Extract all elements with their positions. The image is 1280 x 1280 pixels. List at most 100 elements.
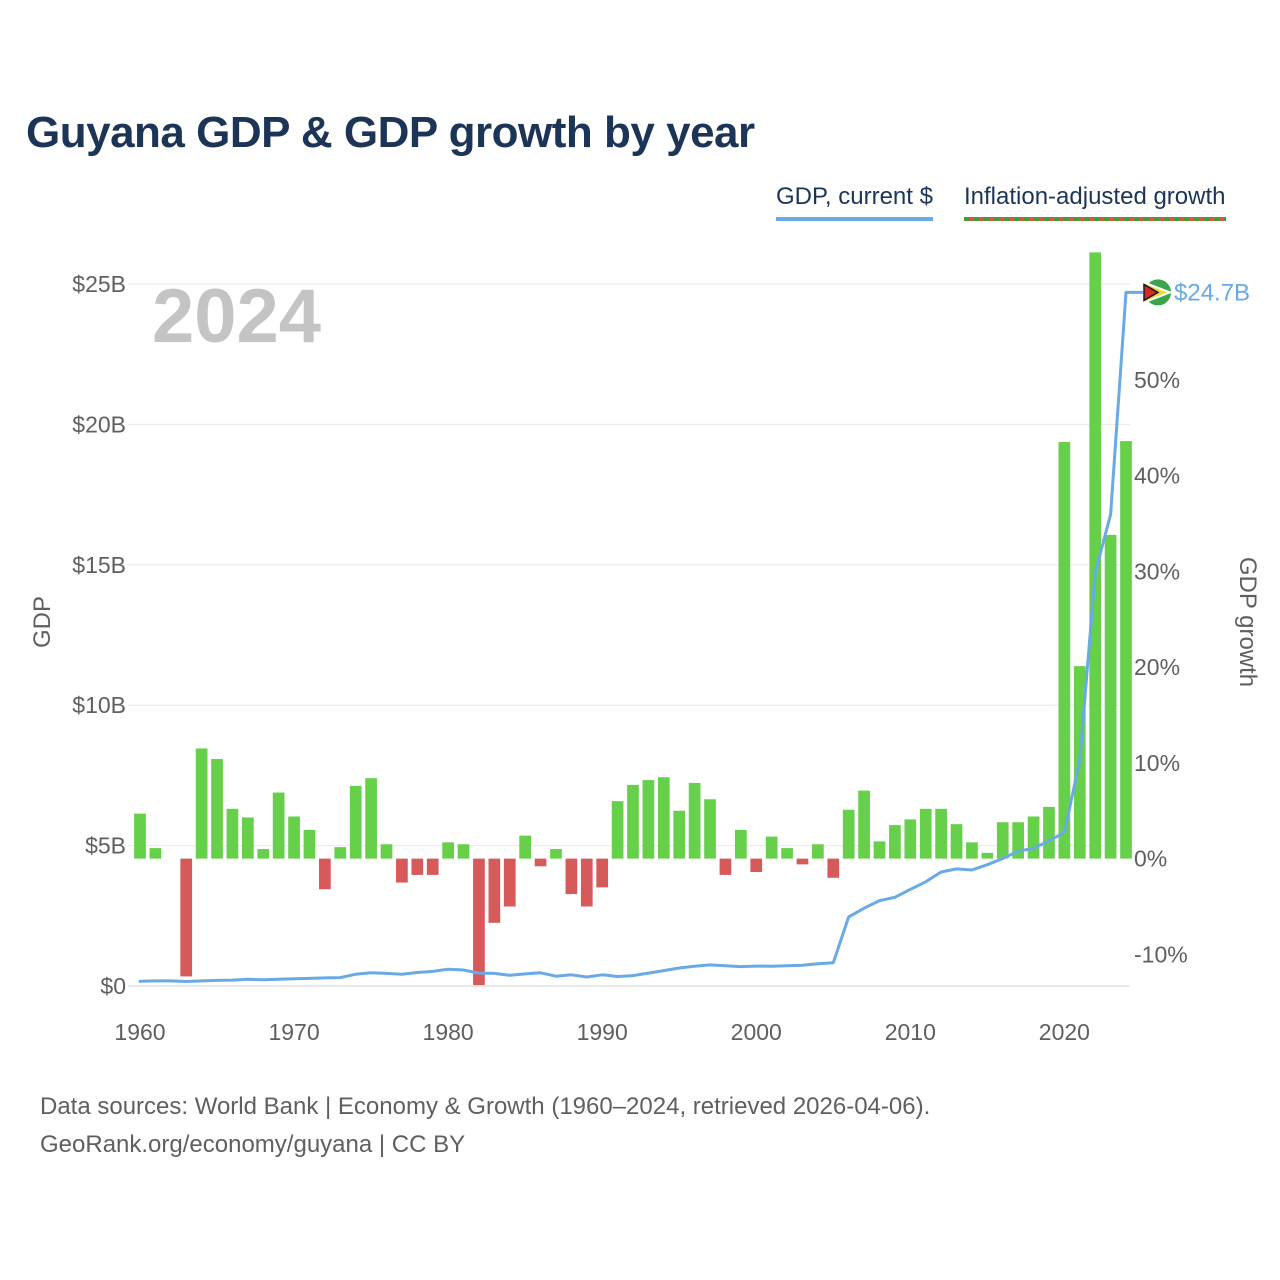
y-right-tick-label: 10% <box>1134 750 1180 776</box>
growth-bar <box>996 822 1009 859</box>
growth-bar <box>889 825 901 859</box>
flag-red-triangle <box>1143 283 1160 302</box>
growth-bar <box>211 759 223 859</box>
y-right-tick-label: 30% <box>1134 558 1180 584</box>
footer: Data sources: World Bank | Economy & Gro… <box>40 1088 930 1164</box>
legend-growth-label: Inflation-adjusted growth <box>964 183 1226 210</box>
growth-bar <box>981 852 994 859</box>
growth-bar <box>704 799 716 859</box>
growth-bar <box>642 780 655 859</box>
y-left-tick-label: $5B <box>85 833 126 859</box>
current-year-watermark: 2024 <box>152 274 321 359</box>
growth-bars <box>134 252 1132 986</box>
growth-bar <box>1120 441 1132 859</box>
growth-bar <box>334 847 347 859</box>
x-tick-label: 1990 <box>577 1019 628 1045</box>
growth-bar <box>765 836 778 859</box>
guyana-flag-marker <box>1143 277 1173 308</box>
y-left-tick-label: $10B <box>72 692 126 718</box>
growth-bar <box>226 808 239 859</box>
source-credit: GeoRank.org/economy/guyana | CC BY <box>40 1131 466 1158</box>
gdp-line <box>138 290 1128 983</box>
growth-bar <box>1043 806 1055 859</box>
growth-bar <box>827 858 840 878</box>
growth-bar <box>935 808 947 859</box>
growth-bar <box>1058 442 1071 859</box>
legend-growth-bars[interactable]: Inflation-adjusted growth <box>964 183 1226 221</box>
x-tick-label: 2020 <box>1039 1019 1090 1045</box>
growth-bar <box>966 842 978 859</box>
gdp-line-group <box>138 290 1128 983</box>
growth-bar <box>365 778 377 859</box>
x-tick-label: 1980 <box>423 1019 474 1045</box>
growth-bar <box>380 844 393 859</box>
y-right-tick-label: 0% <box>1134 846 1167 872</box>
growth-bar <box>719 858 732 875</box>
y-left-tick-label: $15B <box>72 552 126 578</box>
growth-bar <box>873 841 886 859</box>
end-marker-group: $24.7B <box>1126 277 1250 308</box>
growth-bar <box>781 848 793 859</box>
y-left-axis-title: GDP <box>29 596 56 648</box>
legend-gdp-line[interactable]: GDP, current $ <box>776 183 933 221</box>
growth-bar <box>503 858 516 907</box>
growth-bar <box>673 810 686 859</box>
growth-bar <box>812 844 824 859</box>
growth-bar <box>534 858 547 867</box>
y-left-tick-label: $0 <box>100 973 126 999</box>
growth-bar <box>657 777 670 859</box>
growth-bar <box>319 858 331 890</box>
y-right-axis-title: GDP growth <box>1234 557 1261 687</box>
growth-bar <box>426 858 439 875</box>
growth-bar <box>411 858 424 875</box>
growth-bar <box>241 817 254 859</box>
growth-bar <box>550 849 562 859</box>
x-tick-label: 1970 <box>268 1019 319 1045</box>
growth-bar <box>149 848 162 859</box>
growth-bar <box>519 835 532 859</box>
growth-bar <box>134 813 146 859</box>
growth-bar <box>580 858 593 907</box>
growth-bar <box>611 801 624 859</box>
growth-bar <box>596 858 609 888</box>
growth-bar <box>288 816 300 859</box>
x-tick-label: 1960 <box>114 1019 165 1045</box>
x-tick-label: 2000 <box>731 1019 782 1045</box>
growth-bar <box>488 858 501 923</box>
growth-bar <box>303 829 316 859</box>
y-left-tick-label: $25B <box>72 271 126 297</box>
growth-bar <box>734 829 747 859</box>
growth-bar <box>842 809 855 859</box>
growth-bar <box>349 785 362 859</box>
growth-bar <box>796 858 809 865</box>
y-right-tick-label: 50% <box>1134 367 1180 393</box>
growth-bar <box>473 858 485 986</box>
growth-bar <box>750 858 763 873</box>
gridlines <box>128 283 1130 987</box>
growth-bar <box>1104 534 1117 859</box>
data-sources-note: Data sources: World Bank | Economy & Gro… <box>40 1093 931 1120</box>
growth-bar <box>257 849 270 859</box>
y-left-tick-label: $20B <box>72 411 126 437</box>
growth-bar <box>396 858 408 883</box>
x-tick-label: 2010 <box>885 1019 936 1045</box>
growth-bar <box>180 858 193 977</box>
growth-bar <box>627 784 639 859</box>
growth-bar <box>195 748 208 859</box>
legend-growth-swatch <box>964 217 1226 221</box>
growth-bar <box>858 790 870 859</box>
growth-bar <box>442 842 454 859</box>
growth-bar <box>1027 816 1040 859</box>
growth-bar <box>904 819 917 859</box>
gdp-end-value-label: $24.7B <box>1174 279 1250 306</box>
y-right-tick-label: 20% <box>1134 654 1180 680</box>
growth-bar <box>688 782 701 859</box>
y-right-tick-label: 40% <box>1134 463 1180 489</box>
growth-bar <box>272 792 285 859</box>
growth-bar <box>457 844 470 859</box>
growth-bar <box>1012 822 1025 859</box>
growth-bar <box>950 824 963 859</box>
growth-bar <box>1089 252 1102 859</box>
